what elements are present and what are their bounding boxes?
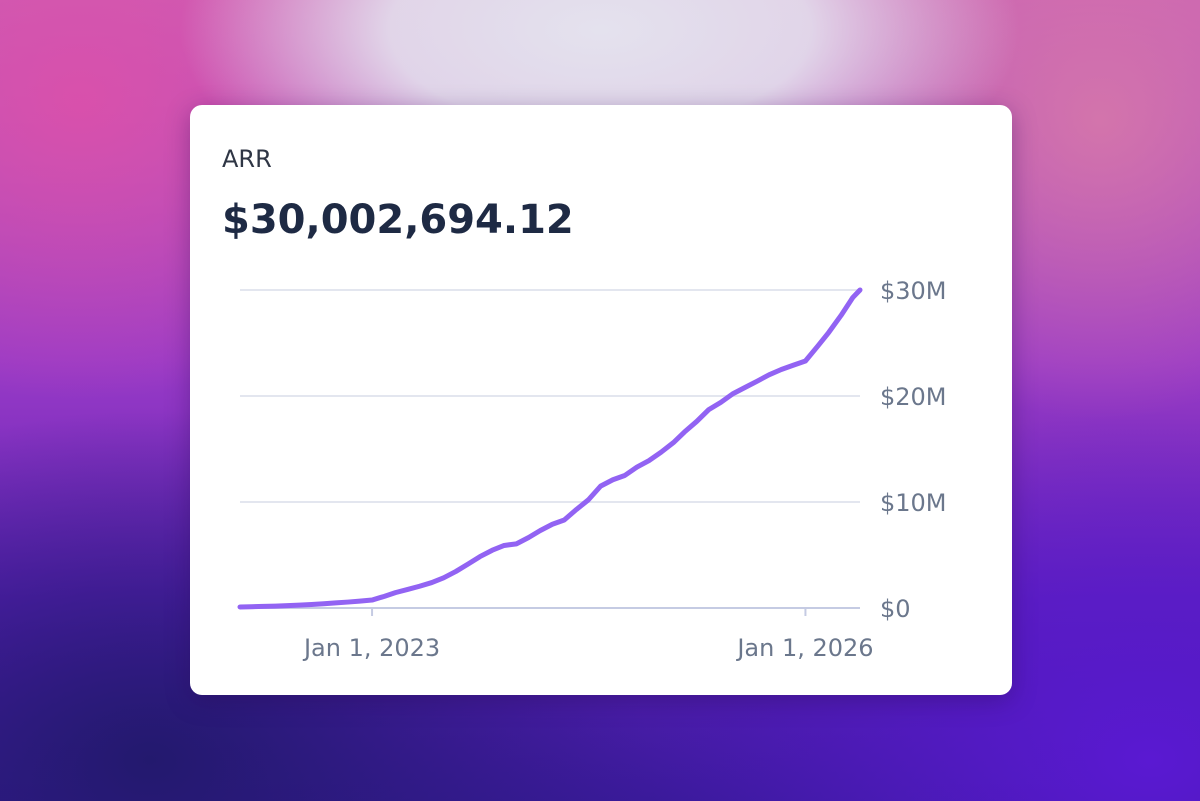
y-tick-label: $0 [880, 595, 911, 623]
y-tick-label: $30M [880, 277, 947, 305]
y-tick-label: $20M [880, 383, 947, 411]
y-tick-label: $10M [880, 489, 947, 517]
x-tick-label: Jan 1, 2026 [735, 634, 873, 662]
x-tick-label: Jan 1, 2023 [302, 634, 440, 662]
chart-subtitle: $30,002,694.12 [222, 197, 574, 243]
chart-title: ARR [222, 145, 272, 173]
card [190, 105, 1012, 695]
data-line [237, 287, 863, 610]
